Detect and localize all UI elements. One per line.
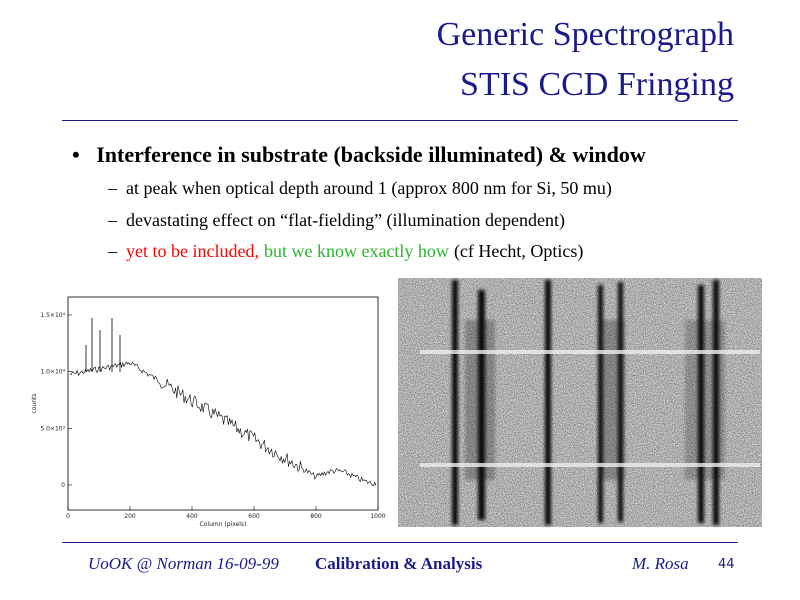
spectrum-plot: 1.5×10⁴ 1.0×10⁴ 5.0×10³ 0 0 200 400 600 800 1000 C… [31, 296, 386, 528]
x-tick-label: 200 [124, 513, 136, 520]
spectrum-line [69, 361, 377, 487]
footer-author: M. Rosa [632, 554, 689, 573]
subitem: – at peak when optical depth around 1 (a… [108, 178, 612, 198]
y-tick-label: 1.0×10⁴ [40, 369, 65, 376]
bullet-text: Interference in substrate (backside illu… [96, 142, 646, 167]
page-number: 44 [718, 557, 735, 572]
x-tick-label: 800 [310, 513, 322, 520]
bullet: • Interference in substrate (backside il… [72, 142, 646, 167]
footer-section: Calibration & Analysis [315, 554, 483, 573]
subitem-text: but we know exactly how [263, 241, 449, 261]
fringe-band [420, 350, 760, 354]
divider [62, 542, 738, 543]
fringe-band [420, 463, 760, 467]
plot-frame [67, 296, 379, 511]
x-tick-label: 600 [248, 513, 260, 520]
title-line: STIS CCD Fringing [460, 66, 734, 103]
ccd-image [398, 278, 762, 527]
subitem: – devastating effect on “flat-fielding” … [108, 209, 566, 230]
streaks [452, 280, 725, 525]
x-axis-label: Column (pixels) [200, 521, 247, 528]
title-line: Generic Spectrograph [436, 16, 734, 53]
y-axis-label: counts [31, 393, 38, 413]
footer-venue: UoOK @ Norman 16-09-99 [88, 554, 279, 573]
x-tick-label: 1000 [370, 513, 385, 520]
y-tick-label: 1.5×10⁴ [40, 312, 65, 319]
subitem-text: yet to be included, [126, 241, 259, 261]
x-tick-label: 400 [186, 513, 198, 520]
y-tick-label: 0 [61, 482, 65, 489]
x-tick-label: 0 [66, 513, 70, 520]
subitem-text: at peak when optical depth around 1 (app… [126, 178, 612, 198]
y-tick-label: 5.0×10³ [40, 425, 65, 432]
subitem-text: (cf Hecht, Optics) [453, 241, 584, 261]
subitem: – yet to be included, but we know exactly… [108, 241, 584, 261]
subitem-text: devastating effect on “flat-fielding” (i… [126, 209, 566, 230]
divider [62, 120, 738, 121]
